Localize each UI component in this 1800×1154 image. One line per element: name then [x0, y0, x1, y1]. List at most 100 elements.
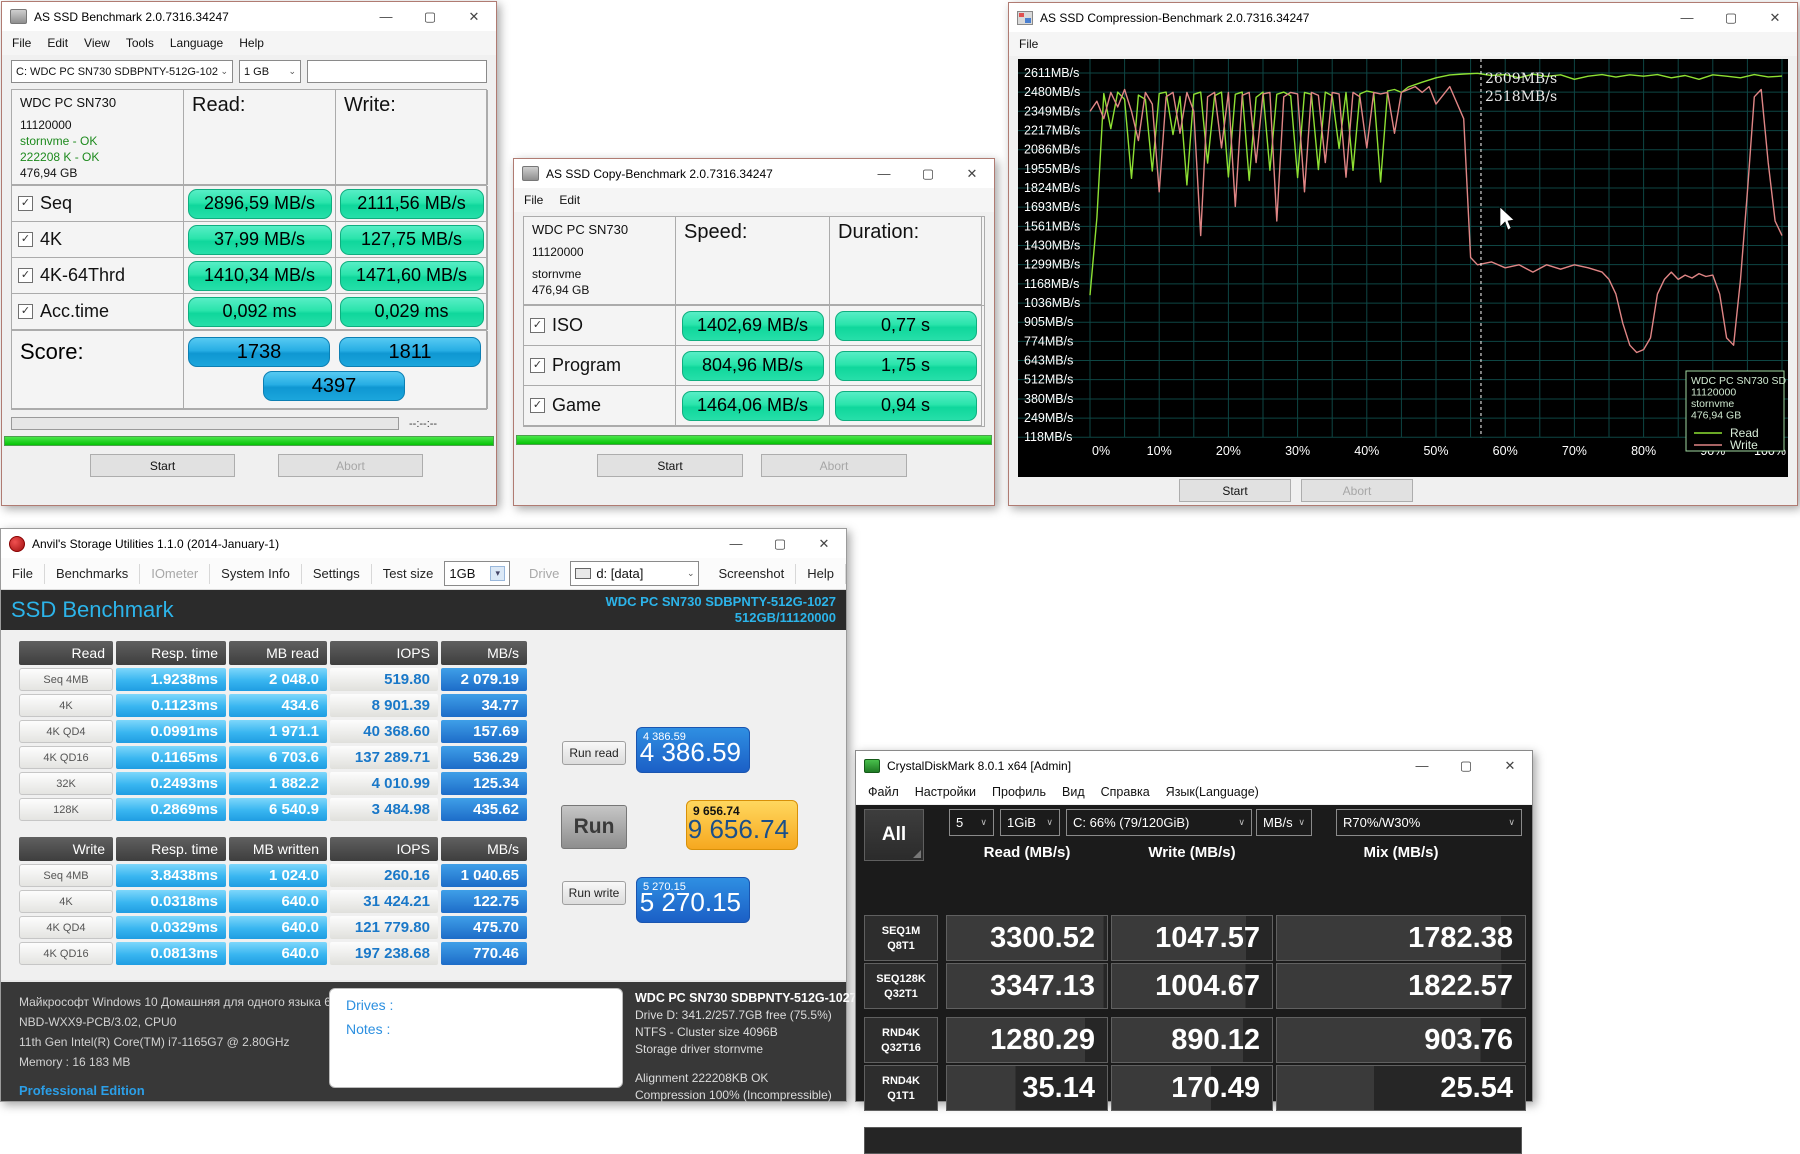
checkbox[interactable]: ✓: [530, 398, 545, 413]
test-count-select[interactable]: 5 ∨: [949, 809, 994, 836]
anvil-toolbar: File Benchmarks IOmeter System Info Sett…: [1, 558, 846, 590]
menu-benchmarks[interactable]: Benchmarks: [45, 563, 141, 584]
titlebar[interactable]: CrystalDiskMark 8.0.1 x64 [Admin] — ▢ ✕: [856, 751, 1532, 780]
mb-cell: 6 703.6: [229, 746, 327, 769]
run-button[interactable]: Run: [561, 805, 627, 849]
titlebar[interactable]: AS SSD Compression-Benchmark 2.0.7316.34…: [1009, 3, 1797, 32]
start-button[interactable]: Start: [90, 454, 235, 477]
test-size-select[interactable]: 1 GB ⌄: [239, 60, 301, 83]
menu-item-file[interactable]: File: [1019, 37, 1039, 51]
menu-iometer[interactable]: IOmeter: [140, 563, 211, 584]
mix-value-cell: 903.76: [1276, 1017, 1526, 1063]
checkbox[interactable]: ✓: [18, 268, 33, 283]
notes-box[interactable]: Drives : Notes :: [329, 988, 623, 1088]
menu-system-info[interactable]: System Info: [210, 563, 302, 584]
device-driver: stornvme: [532, 267, 582, 281]
test-size-select[interactable]: 1GiB ∨: [1000, 809, 1060, 836]
write-result-cell: 2111,56 MB/s: [336, 186, 488, 222]
menu-item--[interactable]: Файл: [868, 785, 899, 799]
minimize-icon[interactable]: —: [1680, 10, 1694, 25]
checkbox[interactable]: ✓: [18, 232, 33, 247]
checkbox[interactable]: ✓: [18, 304, 33, 319]
column-header: MB/s: [441, 641, 527, 665]
menu-item--[interactable]: Справка: [1100, 785, 1150, 799]
total-score-badge: 9 656.74 9 656.74: [686, 800, 798, 850]
start-button[interactable]: Start: [1179, 479, 1291, 502]
svg-text:40%: 40%: [1354, 444, 1379, 458]
all-test-button[interactable]: All: [864, 809, 924, 861]
drive-select[interactable]: d: [data] ⌄: [570, 561, 700, 586]
abort-button[interactable]: Abort: [761, 454, 907, 477]
write-result-pill: 2111,56 MB/s: [339, 188, 484, 219]
target-drive-select[interactable]: C: 66% (79/120GiB) ∨: [1066, 809, 1252, 836]
menu-screenshot[interactable]: Screenshot: [707, 563, 797, 584]
resp-time-cell: 0.1165ms: [116, 746, 226, 769]
menu-item--[interactable]: Настройки: [914, 785, 977, 799]
start-button[interactable]: Start: [597, 454, 743, 477]
close-icon[interactable]: ✕: [1504, 757, 1516, 773]
comment-input[interactable]: [864, 1127, 1522, 1154]
row-label-button[interactable]: Seq 4MB: [19, 864, 113, 887]
close-icon[interactable]: ✕: [966, 165, 978, 181]
menu-item-edit[interactable]: Edit: [47, 36, 69, 50]
close-icon[interactable]: ✕: [468, 8, 480, 24]
minimize-icon[interactable]: —: [379, 9, 393, 24]
minimize-icon[interactable]: —: [1415, 758, 1429, 773]
read-value-cell: 1280.29: [946, 1017, 1108, 1063]
titlebar[interactable]: AS SSD Benchmark 2.0.7316.34247 — ▢ ✕: [2, 2, 496, 31]
iops-cell: 4 010.99: [330, 772, 438, 795]
menu-item-tools[interactable]: Tools: [125, 36, 154, 50]
menu-item-language[interactable]: Language: [169, 36, 224, 50]
menu-file[interactable]: File: [1, 563, 45, 584]
write-column-header: Write (MB/s): [1148, 843, 1236, 861]
menu-item--[interactable]: Профиль: [992, 785, 1046, 799]
row-label-button[interactable]: 32K: [19, 772, 113, 795]
menu-item-view[interactable]: View: [84, 36, 110, 50]
row-label-button[interactable]: 4K: [19, 694, 113, 717]
row-label-button[interactable]: 4K QD4: [19, 720, 113, 743]
row-label-button[interactable]: Seq 4MB: [19, 668, 113, 691]
run-write-button[interactable]: Run write: [562, 881, 626, 905]
maximize-icon[interactable]: ▢: [921, 165, 935, 181]
drive-select[interactable]: C: WDC PC SN730 SDBPNTY-512G-102 ⌄: [11, 60, 233, 83]
maximize-icon[interactable]: ▢: [1724, 9, 1738, 25]
menu-item-edit[interactable]: Edit: [559, 193, 581, 207]
test-size-select[interactable]: 1GB ▾: [444, 561, 510, 586]
menu-help[interactable]: Help: [796, 563, 846, 584]
close-icon[interactable]: ✕: [1769, 9, 1781, 25]
menu-item-file[interactable]: File: [12, 36, 32, 50]
abort-button[interactable]: Abort: [278, 454, 423, 477]
spare-input[interactable]: [307, 60, 487, 83]
maximize-icon[interactable]: ▢: [773, 535, 787, 551]
run-read-button[interactable]: Run read: [562, 741, 626, 765]
close-icon[interactable]: ✕: [818, 535, 830, 551]
test-row-label: ✓ Acc.time: [12, 294, 184, 330]
menu-item-help[interactable]: Help: [239, 36, 264, 50]
minimize-icon[interactable]: —: [877, 166, 891, 181]
titlebar[interactable]: Anvil's Storage Utilities 1.1.0 (2014-Ja…: [1, 529, 846, 558]
abort-button[interactable]: Abort: [1301, 479, 1413, 502]
duration-result-cell: 0,77 s: [830, 306, 982, 346]
menu-settings[interactable]: Settings: [302, 563, 372, 584]
resp-time-cell: 0.2869ms: [116, 798, 226, 821]
row-label-button[interactable]: 4K QD16: [19, 746, 113, 769]
row-label-button[interactable]: 4K: [19, 890, 113, 913]
checkbox[interactable]: ✓: [18, 196, 33, 211]
menu-item-file[interactable]: File: [524, 193, 544, 207]
maximize-icon[interactable]: ▢: [423, 8, 437, 24]
row-label-button[interactable]: 128K: [19, 798, 113, 821]
unit-select[interactable]: MB/s ∨: [1256, 809, 1312, 836]
titlebar[interactable]: AS SSD Copy-Benchmark 2.0.7316.34247 — ▢…: [514, 159, 994, 188]
menu-item--language-[interactable]: Язык(Language): [1165, 785, 1259, 799]
row-label-button[interactable]: 4K QD16: [19, 942, 113, 965]
minimize-icon[interactable]: —: [729, 536, 743, 551]
column-header: MB read: [229, 641, 327, 665]
mix-ratio-select[interactable]: R70%/W30% ∨: [1336, 809, 1522, 836]
row-label-button[interactable]: 4K QD4: [19, 916, 113, 939]
menu-item--[interactable]: Вид: [1062, 785, 1085, 799]
maximize-icon[interactable]: ▢: [1459, 757, 1473, 773]
duration-result-pill: 0,94 s: [834, 390, 977, 421]
checkbox[interactable]: ✓: [530, 318, 545, 333]
mbs-cell: 2 079.19: [441, 668, 527, 691]
checkbox[interactable]: ✓: [530, 358, 545, 373]
